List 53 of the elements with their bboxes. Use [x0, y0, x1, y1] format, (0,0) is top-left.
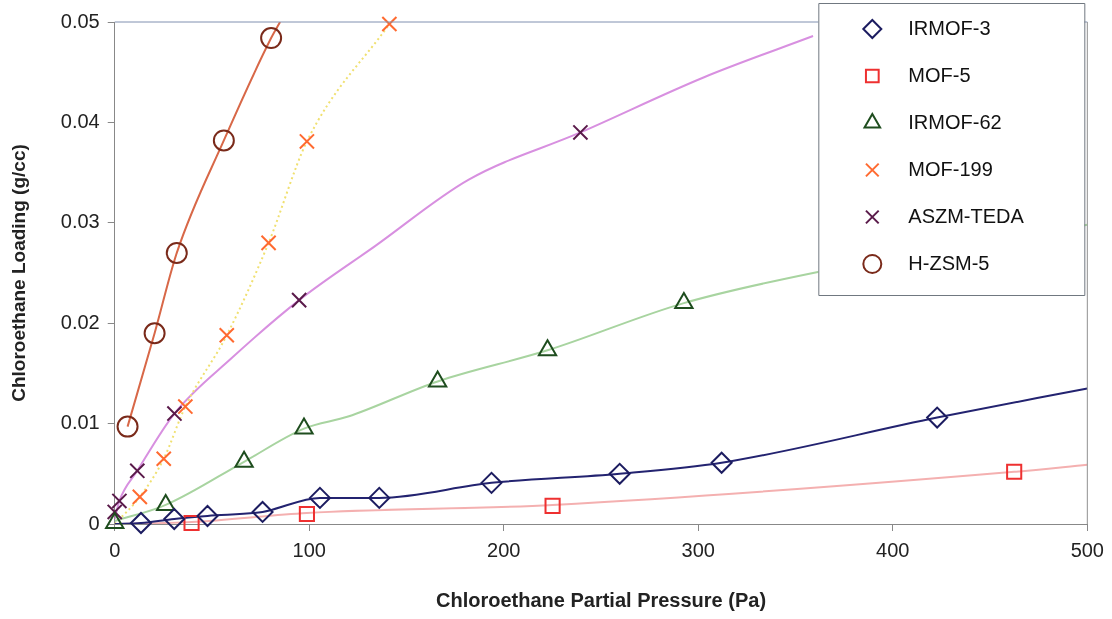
y-tick-label: 0.01 [60, 411, 100, 434]
point [131, 488, 148, 505]
x-axis-title: Chloroethane Partial Pressure (Pa) [435, 588, 767, 611]
legend-label: ASZM-TEDA [908, 204, 1025, 227]
point [129, 512, 152, 534]
point [165, 241, 188, 264]
x-tick-label: 400 [876, 538, 910, 561]
point [163, 507, 186, 530]
x-tick-label: 500 [1070, 538, 1104, 561]
y-tick-label: 0 [88, 511, 100, 534]
point [251, 500, 274, 523]
point [129, 462, 146, 479]
point [111, 492, 128, 509]
x-tick-label: 300 [681, 538, 715, 561]
point [212, 129, 235, 152]
point [260, 234, 277, 251]
point [308, 486, 331, 509]
point [218, 327, 235, 344]
y-axis-title: Chloroethane Loading (g/cc) [7, 144, 29, 402]
point [608, 462, 631, 485]
point [143, 322, 166, 345]
point [155, 450, 172, 467]
legend-label: MOF-5 [908, 63, 971, 86]
point [544, 497, 561, 514]
point [106, 503, 123, 521]
point [480, 471, 503, 494]
x-tick-label: 200 [487, 538, 521, 561]
point [572, 124, 589, 141]
point [196, 504, 219, 527]
point [298, 133, 315, 150]
legend-label: IRMOF-62 [908, 110, 1002, 133]
point [183, 514, 200, 532]
point [926, 406, 949, 429]
legend-label: H-ZSM-5 [908, 251, 990, 274]
y-tick-label: 0.05 [60, 9, 100, 32]
point [368, 486, 391, 509]
x-tick-label: 0 [109, 538, 121, 561]
y-tick-label: 0.02 [60, 310, 100, 333]
legend-label: IRMOF-3 [908, 16, 991, 39]
legend-label: MOF-199 [908, 157, 993, 180]
point [298, 505, 315, 523]
point [381, 15, 398, 33]
point [1006, 463, 1023, 480]
y-tick-label: 0.04 [60, 109, 100, 132]
point [291, 292, 308, 309]
point [177, 398, 194, 415]
x-tick-label: 100 [292, 538, 326, 561]
point [674, 292, 694, 310]
point [260, 27, 283, 50]
point [116, 415, 139, 438]
y-tick-label: 0.03 [60, 210, 100, 233]
point [166, 405, 183, 422]
point [710, 451, 733, 474]
